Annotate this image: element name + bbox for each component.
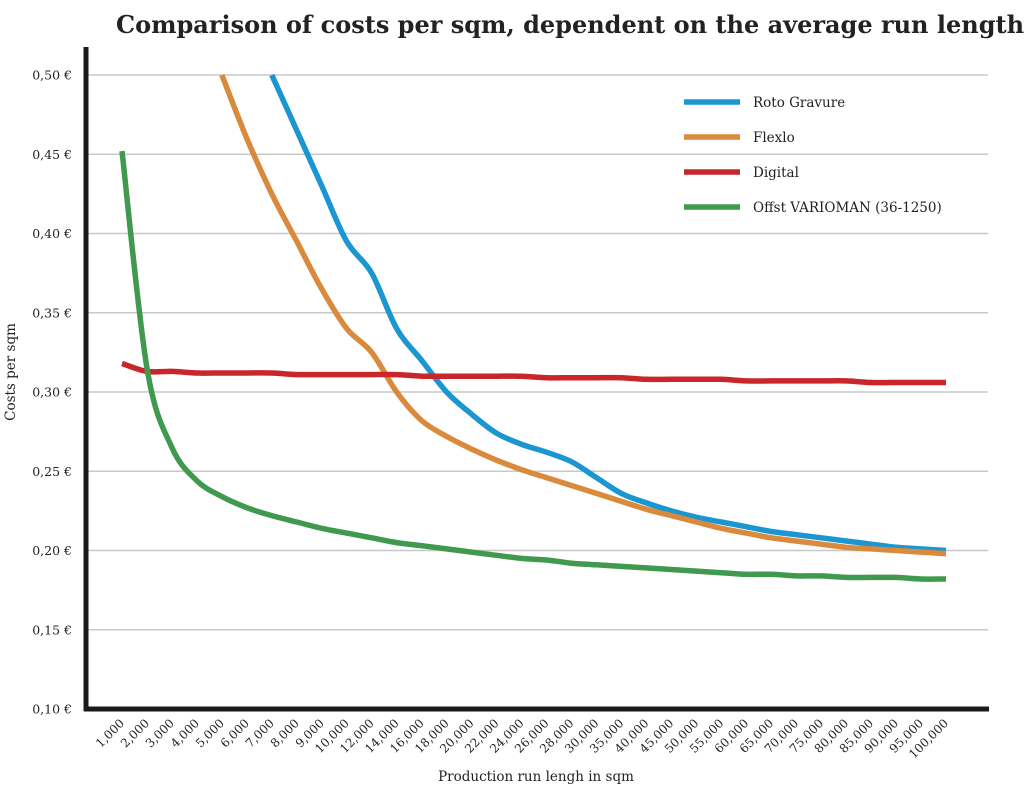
series-line-0	[269, 73, 947, 554]
legend-label: Offst VARIOMAN (36-1250)	[753, 200, 942, 216]
legend-label: Roto Gravure	[753, 95, 845, 111]
y-axis-label: Costs per sqm	[3, 323, 19, 421]
series-line-2	[121, 360, 946, 386]
series-lines	[119, 73, 947, 582]
y-tick-label: 0,15 €	[32, 622, 72, 637]
y-tick-label: 0,35 €	[32, 305, 72, 320]
chart-title: Comparison of costs per sqm, dependent o…	[116, 10, 1024, 39]
gridlines	[88, 74, 988, 631]
y-tick-label: 0,20 €	[32, 543, 72, 558]
legend-label: Digital	[753, 165, 799, 181]
y-axis-ticks: 0,10 € 0,15 € 0,20 € 0,25 € 0,30 € 0,35 € 0,40…	[32, 68, 72, 717]
y-tick-label: 0,40 €	[32, 226, 72, 241]
series-line-3	[119, 150, 947, 582]
legend: Roto Gravure Flexlo Digital Offst VARIOMAN …	[684, 95, 942, 216]
y-tick-label: 0,30 €	[32, 385, 72, 400]
y-tick-label: 0,25 €	[32, 464, 72, 479]
legend-label: Flexlo	[753, 130, 795, 146]
y-tick-label: 0,50 €	[32, 68, 72, 83]
y-tick-label: 0,10 €	[32, 702, 72, 717]
series-line-1	[219, 74, 947, 557]
y-tick-label: 0,45 €	[32, 147, 72, 162]
x-axis-ticks: 1,0002,0003,0004,0005,0006,0007,0008,000…	[93, 716, 951, 761]
x-axis-label: Production run lengh in sqm	[438, 769, 634, 785]
